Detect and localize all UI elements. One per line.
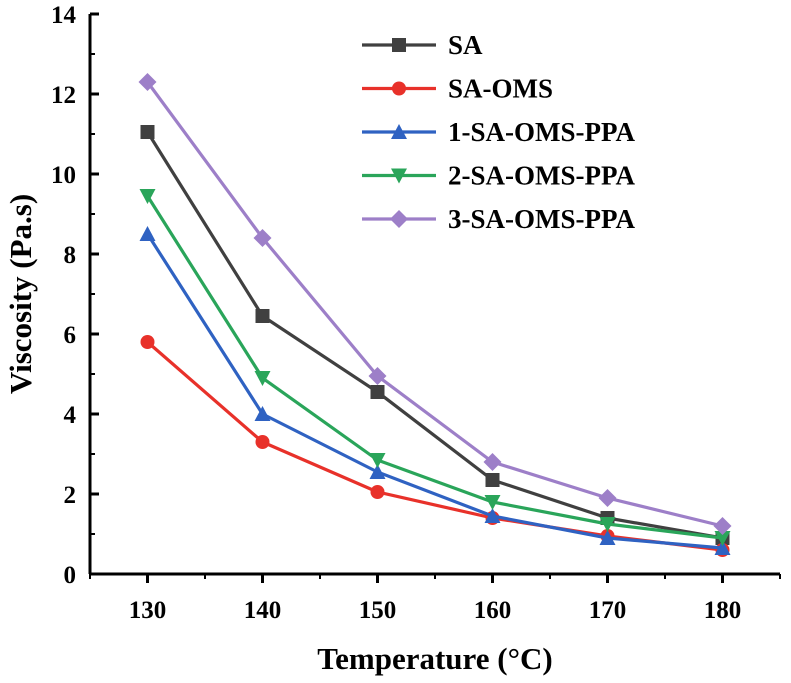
data-point (254, 406, 271, 421)
axes: 0 2 4 6 8 10 12 14 130 140 150 160 170 180 (51, 2, 781, 624)
data-point (369, 464, 386, 479)
data-point (484, 495, 501, 510)
legend-label: SA-OMS (448, 74, 553, 104)
legend-label: 2-SA-OMS-PPA (448, 161, 635, 191)
series-1-sa-oms-ppa (139, 226, 731, 555)
series-3-sa-oms-ppa (138, 73, 732, 535)
data-point (369, 453, 386, 468)
x-axis-title: Temperature (°C) (317, 641, 552, 676)
data-point (713, 517, 732, 535)
data-point (599, 517, 616, 532)
legend-item: 3-SA-OMS-PPA (362, 204, 635, 234)
data-point (598, 489, 617, 507)
legend-marker (390, 210, 408, 228)
series-2-sa-oms-ppa (139, 189, 731, 546)
y-tick-label: 6 (64, 322, 77, 349)
y-tick-label: 10 (51, 162, 76, 189)
legend-marker (392, 38, 406, 52)
y-tick-label: 4 (64, 402, 77, 429)
legend-marker (392, 81, 406, 96)
y-axis-title: Viscosity (Pa.s) (3, 194, 38, 394)
x-tick-label: 150 (359, 597, 397, 624)
data-point (255, 435, 270, 449)
y-tick-label: 14 (51, 2, 77, 29)
series-line (146, 81, 723, 528)
series-line (146, 340, 723, 552)
data-point (255, 309, 270, 323)
series-line (146, 131, 723, 540)
data-point (714, 540, 731, 555)
x-tick-label: 180 (704, 597, 742, 624)
y-tick-label: 2 (64, 482, 77, 509)
data-point (140, 125, 155, 139)
x-tick-label: 160 (474, 597, 512, 624)
legend-marker (391, 168, 407, 184)
legend-item: SA (362, 30, 483, 60)
data-point (253, 229, 272, 247)
data-point (138, 73, 157, 91)
legend: SA SA-OMS 1-SA-OMS-PPA 2-SA-OMS-PPA 3-SA-OMS… (362, 30, 635, 234)
x-tick-label: 170 (589, 597, 627, 624)
data-point (485, 473, 500, 487)
series-line (146, 233, 723, 550)
legend-marker (391, 124, 407, 139)
data-point (484, 508, 501, 523)
y-tick-label: 12 (51, 82, 76, 109)
data-point (254, 371, 271, 386)
data-point (370, 485, 385, 499)
data-point (140, 335, 155, 349)
y-tick-label: 8 (64, 242, 77, 269)
x-tick-label: 140 (244, 597, 282, 624)
legend-label: 1-SA-OMS-PPA (448, 117, 635, 147)
data-point (368, 367, 387, 385)
data-point (599, 530, 616, 545)
plot-area (138, 73, 732, 557)
x-tick-label: 130 (129, 597, 167, 624)
data-point (483, 453, 502, 471)
legend-item: 1-SA-OMS-PPA (362, 117, 635, 147)
legend-item: 2-SA-OMS-PPA (362, 161, 635, 191)
legend-label: 3-SA-OMS-PPA (448, 204, 635, 234)
data-point (139, 189, 156, 204)
legend-label: SA (448, 30, 483, 60)
series-line (146, 195, 723, 540)
y-tick-label: 0 (64, 562, 77, 589)
data-point (139, 226, 156, 241)
data-point (714, 531, 731, 546)
legend-item: SA-OMS (362, 74, 553, 104)
data-point (370, 385, 385, 399)
